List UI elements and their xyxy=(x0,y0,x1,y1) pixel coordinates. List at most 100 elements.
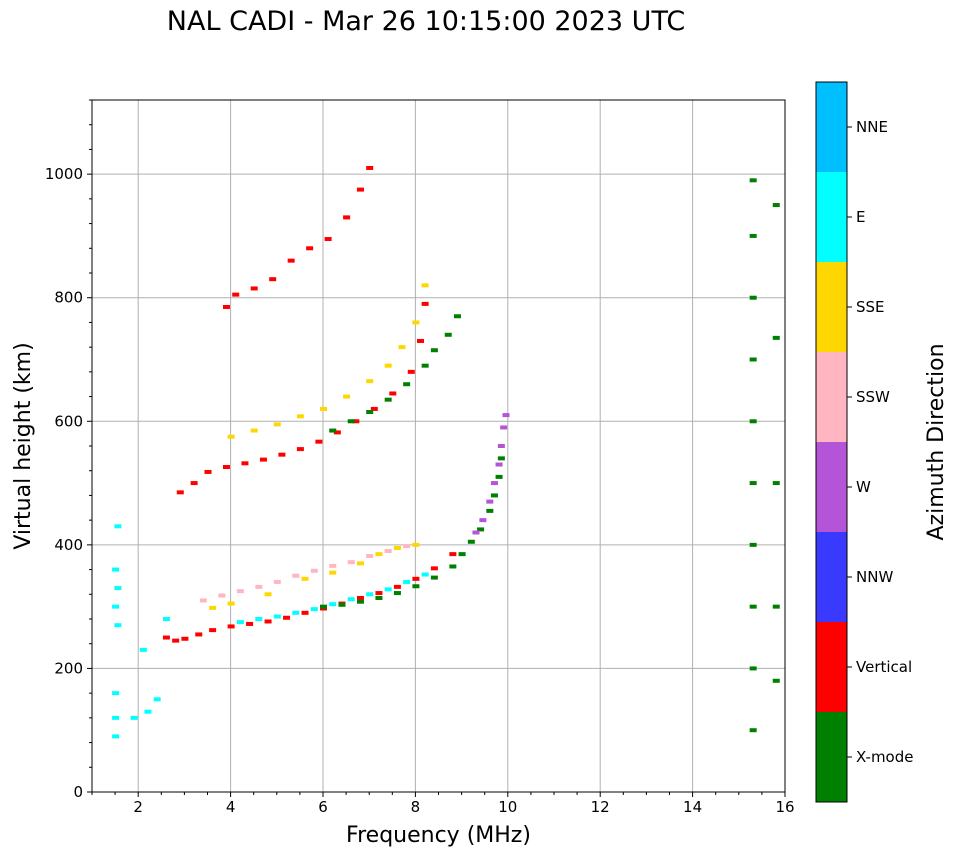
y-tick-label: 1000 xyxy=(45,165,83,183)
data-point xyxy=(472,530,480,535)
colorbar-label: Azimuth Direction xyxy=(924,343,949,540)
data-point xyxy=(292,573,300,578)
data-point xyxy=(283,615,291,620)
data-point xyxy=(347,597,355,602)
data-point xyxy=(114,524,122,529)
data-point xyxy=(324,237,332,242)
data-point xyxy=(749,419,757,424)
x-tick-label: 12 xyxy=(591,798,610,816)
data-point xyxy=(772,335,780,340)
data-point xyxy=(449,552,457,557)
data-point xyxy=(449,564,457,569)
data-point xyxy=(749,542,757,547)
y-tick-label: 400 xyxy=(54,536,83,554)
data-point xyxy=(772,481,780,486)
data-point xyxy=(114,586,122,591)
y-axis-label: Virtual height (km) xyxy=(11,342,36,549)
data-point xyxy=(343,394,351,399)
data-point xyxy=(162,635,170,640)
data-point xyxy=(227,601,235,606)
data-point xyxy=(375,591,383,596)
data-point xyxy=(477,527,485,532)
x-tick-label: 10 xyxy=(498,798,517,816)
y-tick-label: 0 xyxy=(73,783,83,801)
x-tick-label: 16 xyxy=(775,798,794,816)
colorbar-tick-label: W xyxy=(856,478,871,496)
data-point xyxy=(749,178,757,183)
data-point xyxy=(259,457,267,462)
colorbar-tick-label: Vertical xyxy=(856,658,912,676)
data-point xyxy=(162,617,170,621)
data-point xyxy=(403,579,411,584)
data-point xyxy=(190,481,198,486)
data-point xyxy=(273,422,281,427)
data-point xyxy=(112,691,120,696)
data-point xyxy=(393,584,401,589)
data-point xyxy=(772,604,780,609)
data-point xyxy=(296,447,304,452)
data-point xyxy=(315,439,323,444)
data-point xyxy=(749,295,757,300)
data-point xyxy=(421,363,429,368)
data-point xyxy=(393,545,401,550)
data-point xyxy=(421,283,429,288)
colorbar-tick-label: NNE xyxy=(856,118,888,136)
colorbar-tick-label: E xyxy=(856,208,865,226)
colorbar: X-mode Vertical NNW W SSW SSE E NNE xyxy=(815,81,913,803)
data-point xyxy=(749,357,757,362)
data-point xyxy=(112,715,120,720)
data-point xyxy=(366,410,374,415)
data-point xyxy=(497,456,505,461)
data-point xyxy=(486,508,494,513)
colorbar-swatch xyxy=(816,262,847,352)
data-point xyxy=(347,419,355,424)
data-point xyxy=(366,592,374,597)
data-point xyxy=(500,425,508,430)
data-point xyxy=(412,584,420,589)
data-point xyxy=(749,481,757,486)
data-point xyxy=(384,363,392,368)
data-point xyxy=(453,314,461,319)
data-point xyxy=(287,258,295,263)
data-point xyxy=(153,697,161,702)
colorbar-swatch xyxy=(816,622,847,712)
colorbar-tick-label: X-mode xyxy=(856,748,913,766)
data-point xyxy=(255,584,263,589)
data-point xyxy=(343,215,351,220)
data-point xyxy=(495,474,503,479)
x-tick-label: 2 xyxy=(133,798,143,816)
data-point xyxy=(370,406,378,411)
data-point xyxy=(333,430,341,435)
data-point xyxy=(430,566,438,571)
data-point xyxy=(749,728,757,733)
data-point xyxy=(497,444,505,448)
colorbar-tick-label: SSE xyxy=(856,298,885,316)
data-point xyxy=(144,709,152,714)
data-point xyxy=(749,233,757,238)
data-point xyxy=(292,610,300,615)
chart-title: NAL CADI - Mar 26 10:15:00 2023 UTC xyxy=(166,6,686,37)
data-point xyxy=(375,595,383,600)
data-point xyxy=(301,576,309,581)
data-point xyxy=(356,561,364,566)
data-point xyxy=(356,599,364,604)
data-point xyxy=(204,469,212,474)
data-point xyxy=(329,602,337,607)
data-point xyxy=(366,165,374,170)
data-point xyxy=(112,734,120,739)
data-point xyxy=(273,614,281,619)
x-axis-label: Frequency (MHz) xyxy=(346,823,531,848)
data-point xyxy=(467,539,475,544)
data-point xyxy=(389,391,397,396)
y-tick-label: 600 xyxy=(54,412,83,430)
data-point xyxy=(199,598,207,603)
data-point xyxy=(749,604,757,609)
data-point xyxy=(306,246,314,251)
data-point xyxy=(749,666,757,671)
data-point xyxy=(329,428,337,433)
data-point xyxy=(384,397,392,402)
y-tick-label: 800 xyxy=(54,289,83,307)
plot-frame xyxy=(91,99,786,793)
data-point xyxy=(172,638,180,643)
